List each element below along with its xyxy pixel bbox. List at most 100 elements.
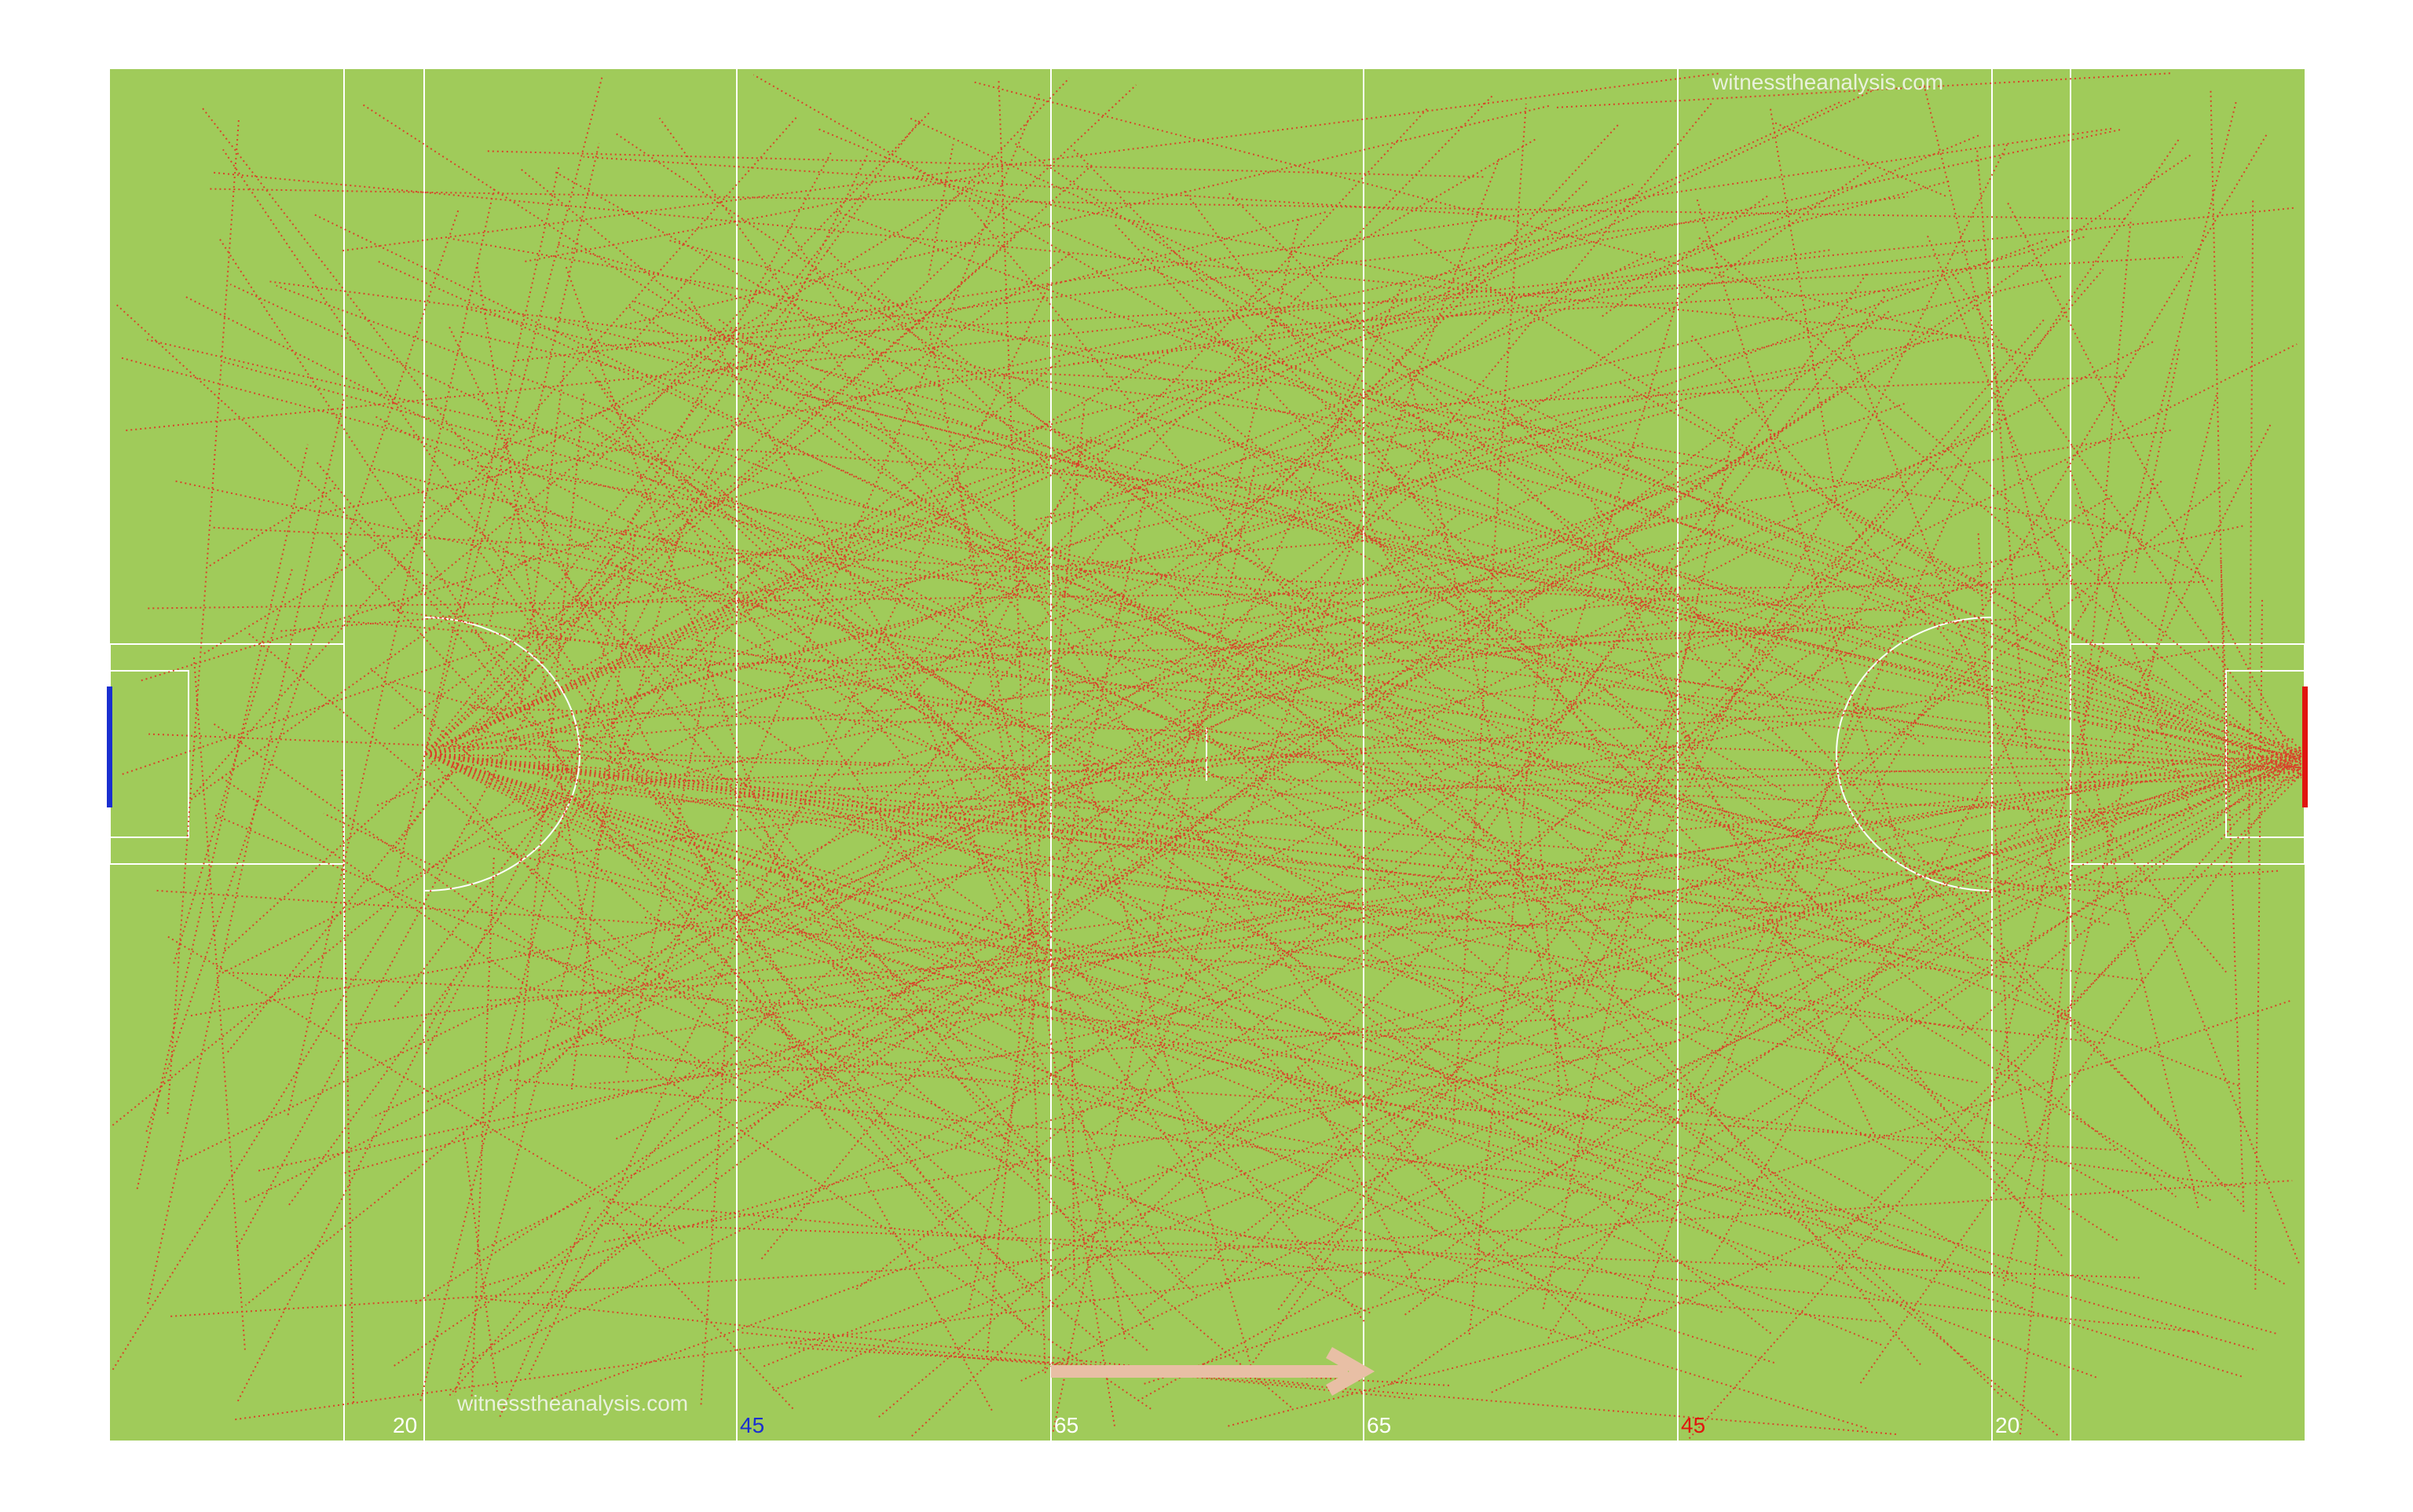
pass-line xyxy=(343,855,1624,1027)
pass-line xyxy=(512,196,1909,362)
pass-line xyxy=(136,444,309,1189)
pass-line xyxy=(555,171,2080,1024)
pass-line xyxy=(634,300,1157,496)
pass-line xyxy=(836,792,1586,1141)
pass-line xyxy=(480,753,2302,1288)
pass-line xyxy=(553,614,1309,1023)
pass-line xyxy=(1404,789,2133,1316)
pass-line xyxy=(165,935,685,1244)
pass-line xyxy=(876,632,2302,774)
pass-line xyxy=(968,205,1921,1366)
pass-line xyxy=(525,173,990,262)
pass-line xyxy=(512,394,585,1127)
pass-line xyxy=(1266,287,1920,328)
pass-line xyxy=(1144,277,1406,833)
pass-line xyxy=(1489,1203,1890,1394)
pass-line xyxy=(425,540,1716,755)
pass-line xyxy=(425,753,1730,1164)
pass-line xyxy=(463,1133,498,1392)
pass-line xyxy=(341,769,355,1404)
pass-line xyxy=(835,211,2302,752)
pass-line xyxy=(202,108,1154,1331)
pass-line xyxy=(633,488,1483,1012)
pass-line xyxy=(1287,755,2302,1219)
pass-line xyxy=(214,171,1990,340)
pass-line xyxy=(449,326,833,1130)
pass-line xyxy=(1468,612,1545,1335)
pass-line xyxy=(392,253,1071,730)
pass-line xyxy=(2072,503,2213,582)
pass-line xyxy=(1072,247,1990,365)
pass-line xyxy=(141,470,822,682)
pass-line xyxy=(244,302,1510,1306)
pass-line xyxy=(1261,1052,2247,1188)
pass-line xyxy=(691,638,1961,972)
pass-line xyxy=(469,536,956,1221)
pass-line xyxy=(489,845,2257,1351)
pass-line xyxy=(1390,756,2302,1386)
pass-line xyxy=(425,561,774,755)
pass-line xyxy=(625,625,719,1073)
pass-line xyxy=(1547,769,2302,917)
pass-line xyxy=(868,529,2181,774)
pass-line xyxy=(667,239,1902,586)
pass-line xyxy=(862,437,1092,905)
pass-line xyxy=(528,281,1052,1375)
pass-line xyxy=(1976,150,2028,753)
pass-line xyxy=(1162,323,1992,595)
pass-line xyxy=(824,247,2003,1397)
watermark-bottom: witnesstheanalysis.com xyxy=(456,1391,688,1415)
pass-line xyxy=(425,753,1964,1031)
pass-line xyxy=(327,533,1034,1296)
pass-line xyxy=(1615,763,2302,838)
pass-line xyxy=(1546,134,2268,1342)
pass-line xyxy=(704,446,1357,497)
pass-line xyxy=(2002,394,2217,1287)
pass-line xyxy=(558,243,2302,755)
pass-line xyxy=(477,465,2302,757)
pass-line xyxy=(2007,203,2302,773)
pass-line xyxy=(547,1018,1867,1430)
pass-line xyxy=(1567,269,2104,887)
pass-line xyxy=(425,753,1223,1025)
pass-line xyxy=(2254,599,2263,1290)
pass-line xyxy=(607,1222,2140,1279)
pass-line xyxy=(709,366,1820,631)
pass-line xyxy=(1977,533,2010,1077)
arrow-head xyxy=(1326,1347,1375,1396)
attacking-direction-arrow xyxy=(1051,1347,1375,1396)
pass-line xyxy=(425,183,1634,755)
pass-lines xyxy=(112,72,2302,1440)
pass-line xyxy=(375,416,2026,1310)
pass-line xyxy=(826,771,2156,1100)
pass-line xyxy=(344,620,1562,723)
pass-line xyxy=(794,798,1051,907)
pass-line xyxy=(718,749,2302,1016)
pass-line xyxy=(675,441,1438,1234)
pass-line xyxy=(1691,335,2227,973)
watermark-top: witnesstheanalysis.com xyxy=(1712,70,1943,94)
pass-line xyxy=(1137,755,2302,1402)
pass-line xyxy=(1840,324,2079,936)
pass-line xyxy=(1239,945,2105,1044)
pass-line xyxy=(577,256,2183,349)
pass-line xyxy=(248,633,1105,1347)
pass-line xyxy=(760,756,2302,997)
pass-line xyxy=(342,72,1719,252)
pass-line xyxy=(1859,755,2302,1384)
pass-line xyxy=(209,188,2126,220)
pass-line xyxy=(1073,148,1854,942)
pass-line xyxy=(619,546,1653,969)
pass-line xyxy=(425,753,2100,1379)
pass-line xyxy=(533,848,2243,1378)
pass-line xyxy=(178,442,1644,1164)
pass-line xyxy=(425,119,921,755)
pass-line xyxy=(539,753,1302,859)
pass-line xyxy=(1262,642,2302,772)
pass-line xyxy=(1133,613,1431,770)
pass-line xyxy=(451,295,921,467)
pass-line xyxy=(203,166,1006,654)
pass-line xyxy=(167,118,240,1114)
pass-line xyxy=(146,339,1746,713)
